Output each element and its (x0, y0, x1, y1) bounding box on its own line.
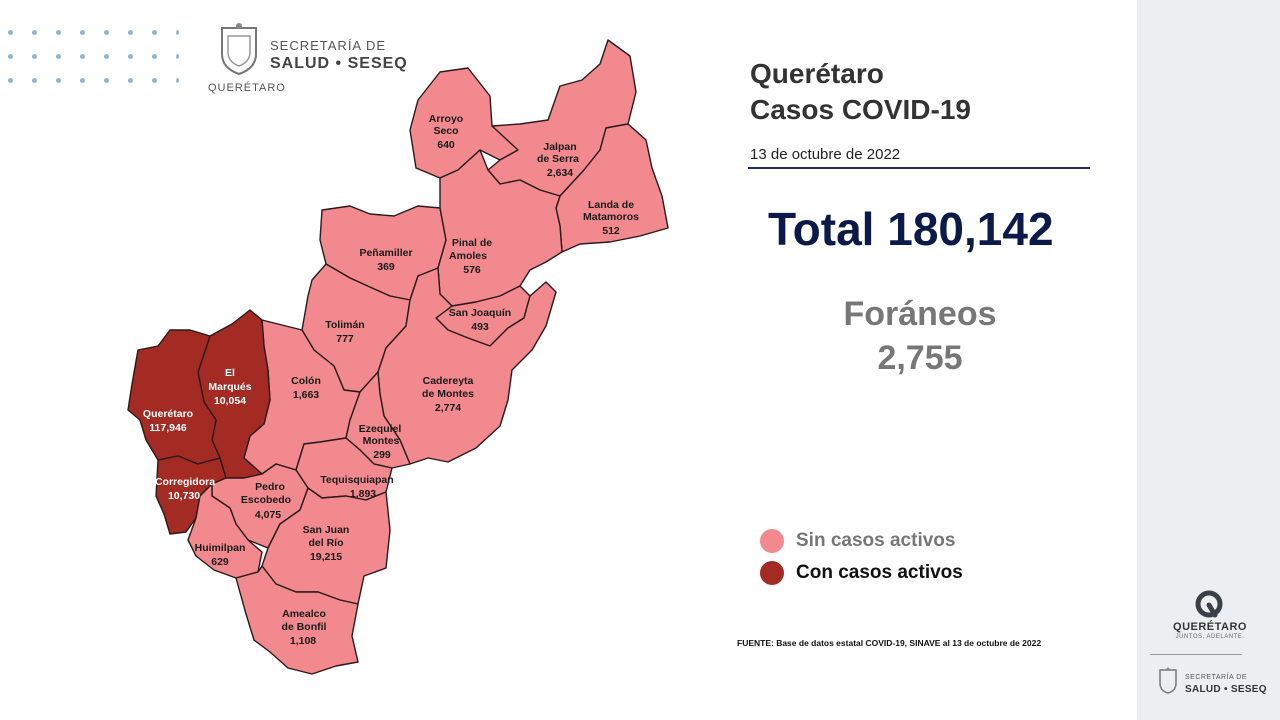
label-pinal-name2: Amoles (449, 250, 487, 262)
label-san-juan-name1: San Juan (303, 524, 350, 536)
label-san-joaquin-cases: 493 (471, 321, 489, 333)
report-date: 13 de octubre de 2022 (750, 146, 901, 163)
label-pinal-cases: 576 (463, 264, 481, 276)
label-cadereyta-cases: 2,774 (435, 402, 461, 414)
label-cadereyta-name1: Cadereyta (423, 375, 474, 387)
label-ezequiel-cases: 299 (373, 449, 391, 461)
label-ezequiel-name1: Ezequiel (359, 423, 402, 435)
label-huimilpan-name1: Huimilpan (195, 542, 246, 554)
label-san-juan-cases: 19,215 (310, 551, 342, 563)
foraneos-label: Foráneos (843, 295, 997, 333)
side-panel (1137, 0, 1280, 720)
seseq-logo: SECRETARÍA DE SALUD • SESEQ QUERÉTARO (208, 20, 422, 96)
small-logo-line2: SALUD • SESEQ (1185, 684, 1267, 695)
logo-line2: SALUD • SESEQ (270, 55, 408, 72)
label-el-marques-name1: El (225, 367, 235, 379)
label-toliman-name1: Tolimán (325, 319, 364, 331)
label-amealco-cases: 1,108 (290, 635, 316, 647)
region-landa[interactable] (555, 123, 669, 253)
region-queretaro[interactable] (127, 329, 221, 465)
label-pedro-cases: 4,075 (255, 509, 281, 521)
side-divider (1150, 654, 1242, 655)
queretaro-q-logo-icon (1195, 590, 1223, 618)
queretaro-brand-text: QUERÉTARO (1173, 621, 1247, 633)
state-shield-icon (221, 23, 257, 76)
label-landa-name2: Matamoros (583, 211, 639, 223)
label-ezequiel-name2: Montes (363, 435, 400, 447)
queretaro-slogan-text: JUNTOS, ADELANTE. (1175, 634, 1245, 640)
label-amealco-name1: Amealco (282, 608, 326, 620)
label-el-marques-cases: 10,054 (214, 395, 246, 407)
label-jalpan-name1: Jalpan (543, 141, 576, 153)
label-arroyo-seco-cases: 640 (437, 139, 455, 151)
legend-label-sin-casos: Sin casos activos (796, 530, 956, 551)
label-colon-cases: 1,663 (293, 389, 319, 401)
source-note: FUENTE: Base de datos estatal COVID-19, … (737, 638, 1042, 648)
legend-swatch-con-casos (760, 561, 784, 585)
label-arroyo-seco-name1: Arroyo (429, 113, 463, 125)
label-queretaro-name1: Querétaro (143, 408, 193, 420)
label-pedro-name1: Pedro (255, 481, 285, 493)
label-tequisquiapan-name1: Tequisquiapan (320, 474, 393, 486)
logo-line3: QUERÉTARO (208, 82, 286, 94)
region-amealco[interactable] (235, 565, 359, 675)
label-arroyo-seco-name2: Seco (433, 125, 458, 137)
label-landa-cases: 512 (602, 225, 620, 237)
label-colon-name1: Colón (291, 375, 321, 387)
page-title: Querétaro Casos COVID-19 (750, 56, 971, 128)
label-penamiller-name1: Peñamiller (359, 247, 412, 259)
title-line2: Casos COVID-19 (750, 94, 971, 125)
label-san-joaquin-name1: San Joaquín (449, 307, 511, 319)
label-landa-name1: Landa de (588, 199, 634, 211)
legend-swatch-sin-casos (760, 529, 784, 553)
legend-label-con-casos: Con casos activos (796, 562, 963, 583)
label-amealco-name2: de Bonfil (282, 621, 327, 633)
label-corregidora-cases: 10,730 (168, 490, 200, 502)
label-cadereyta-name2: de Montes (422, 388, 474, 400)
region-ezequiel[interactable] (345, 371, 411, 469)
label-jalpan-name2: de Serra (537, 153, 579, 165)
decorative-dot-grid (8, 30, 188, 90)
small-shield-icon (1159, 667, 1177, 694)
label-tequisquiapan-cases: 1,893 (350, 488, 376, 500)
total-cases: Total 180,142 (768, 203, 1054, 255)
small-logo-line1: SECRETARÍA DE (1185, 674, 1247, 681)
logo-line1: SECRETARÍA DE (270, 38, 387, 53)
label-jalpan-cases: 2,634 (547, 167, 573, 179)
label-corregidora-name1: Corregidora (155, 476, 215, 488)
label-pedro-name2: Escobedo (241, 494, 291, 506)
label-huimilpan-cases: 629 (211, 556, 229, 568)
label-toliman-cases: 777 (336, 333, 354, 345)
label-queretaro-cases: 117,946 (149, 422, 187, 434)
title-line1: Querétaro (750, 58, 884, 89)
label-el-marques-name2: Marqués (208, 381, 251, 393)
date-divider (748, 167, 1090, 169)
queretaro-municipality-map: Arroyo Seco 640 Jalpan de Serra 2,634 La… (127, 39, 669, 675)
label-san-juan-name2: del Río (308, 537, 343, 549)
label-penamiller-cases: 369 (377, 261, 395, 273)
foraneos-value: 2,755 (877, 339, 963, 377)
foraneos-block: Foráneos 2,755 (820, 292, 1020, 380)
label-pinal-name1: Pinal de (452, 237, 492, 249)
seseq-small-logo: SECRETARÍA DE SALUD • SESEQ (1157, 667, 1267, 707)
